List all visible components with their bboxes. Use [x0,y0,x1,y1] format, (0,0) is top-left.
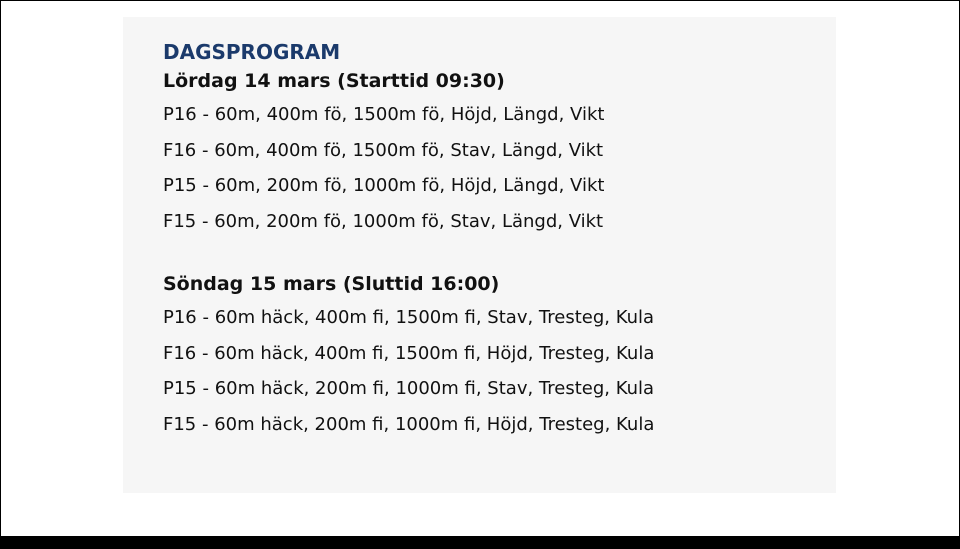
event-line: P16 - 60m, 400m fö, 1500m fö, Höjd, Läng… [163,104,605,125]
day-section: Lördag 14 mars (Starttid 09:30) P16 - 60m… [163,65,654,239]
day-heading: Lördag 14 mars (Starttid 09:30) [163,70,505,92]
bottom-bar [0,536,960,549]
content: DAGSPROGRAM Lördag 14 mars (Starttid 09:… [163,39,654,442]
event-line: F15 - 60m, 200m fö, 1000m fö, Stav, Läng… [163,210,604,232]
event-line: P15 - 60m, 200m fö, 1000m fö, Höjd, Läng… [163,175,605,196]
event-line: P16 - 60m häck, 400m fi, 1500m fi, Stav,… [163,307,655,328]
program-panel: DAGSPROGRAM Lördag 14 mars (Starttid 09:… [123,17,836,493]
day-heading: Söndag 15 mars (Sluttid 16:00) [163,273,500,295]
event-line: F16 - 60m, 400m fö, 1500m fö, Stav, Läng… [163,139,604,161]
event-line: F16 - 60m häck, 400m fi, 1500m fi, Höjd,… [163,342,655,364]
title: DAGSPROGRAM [163,40,341,64]
event-line: F15 - 60m häck, 200m fi, 1000m fi, Höjd,… [163,413,655,435]
days: Lördag 14 mars (Starttid 09:30) P16 - 60m… [163,65,654,442]
day-section: Söndag 15 mars (Sluttid 16:00) P16 - 60m … [163,268,654,442]
event-line: P15 - 60m häck, 200m fi, 1000m fi, Stav,… [163,378,655,399]
